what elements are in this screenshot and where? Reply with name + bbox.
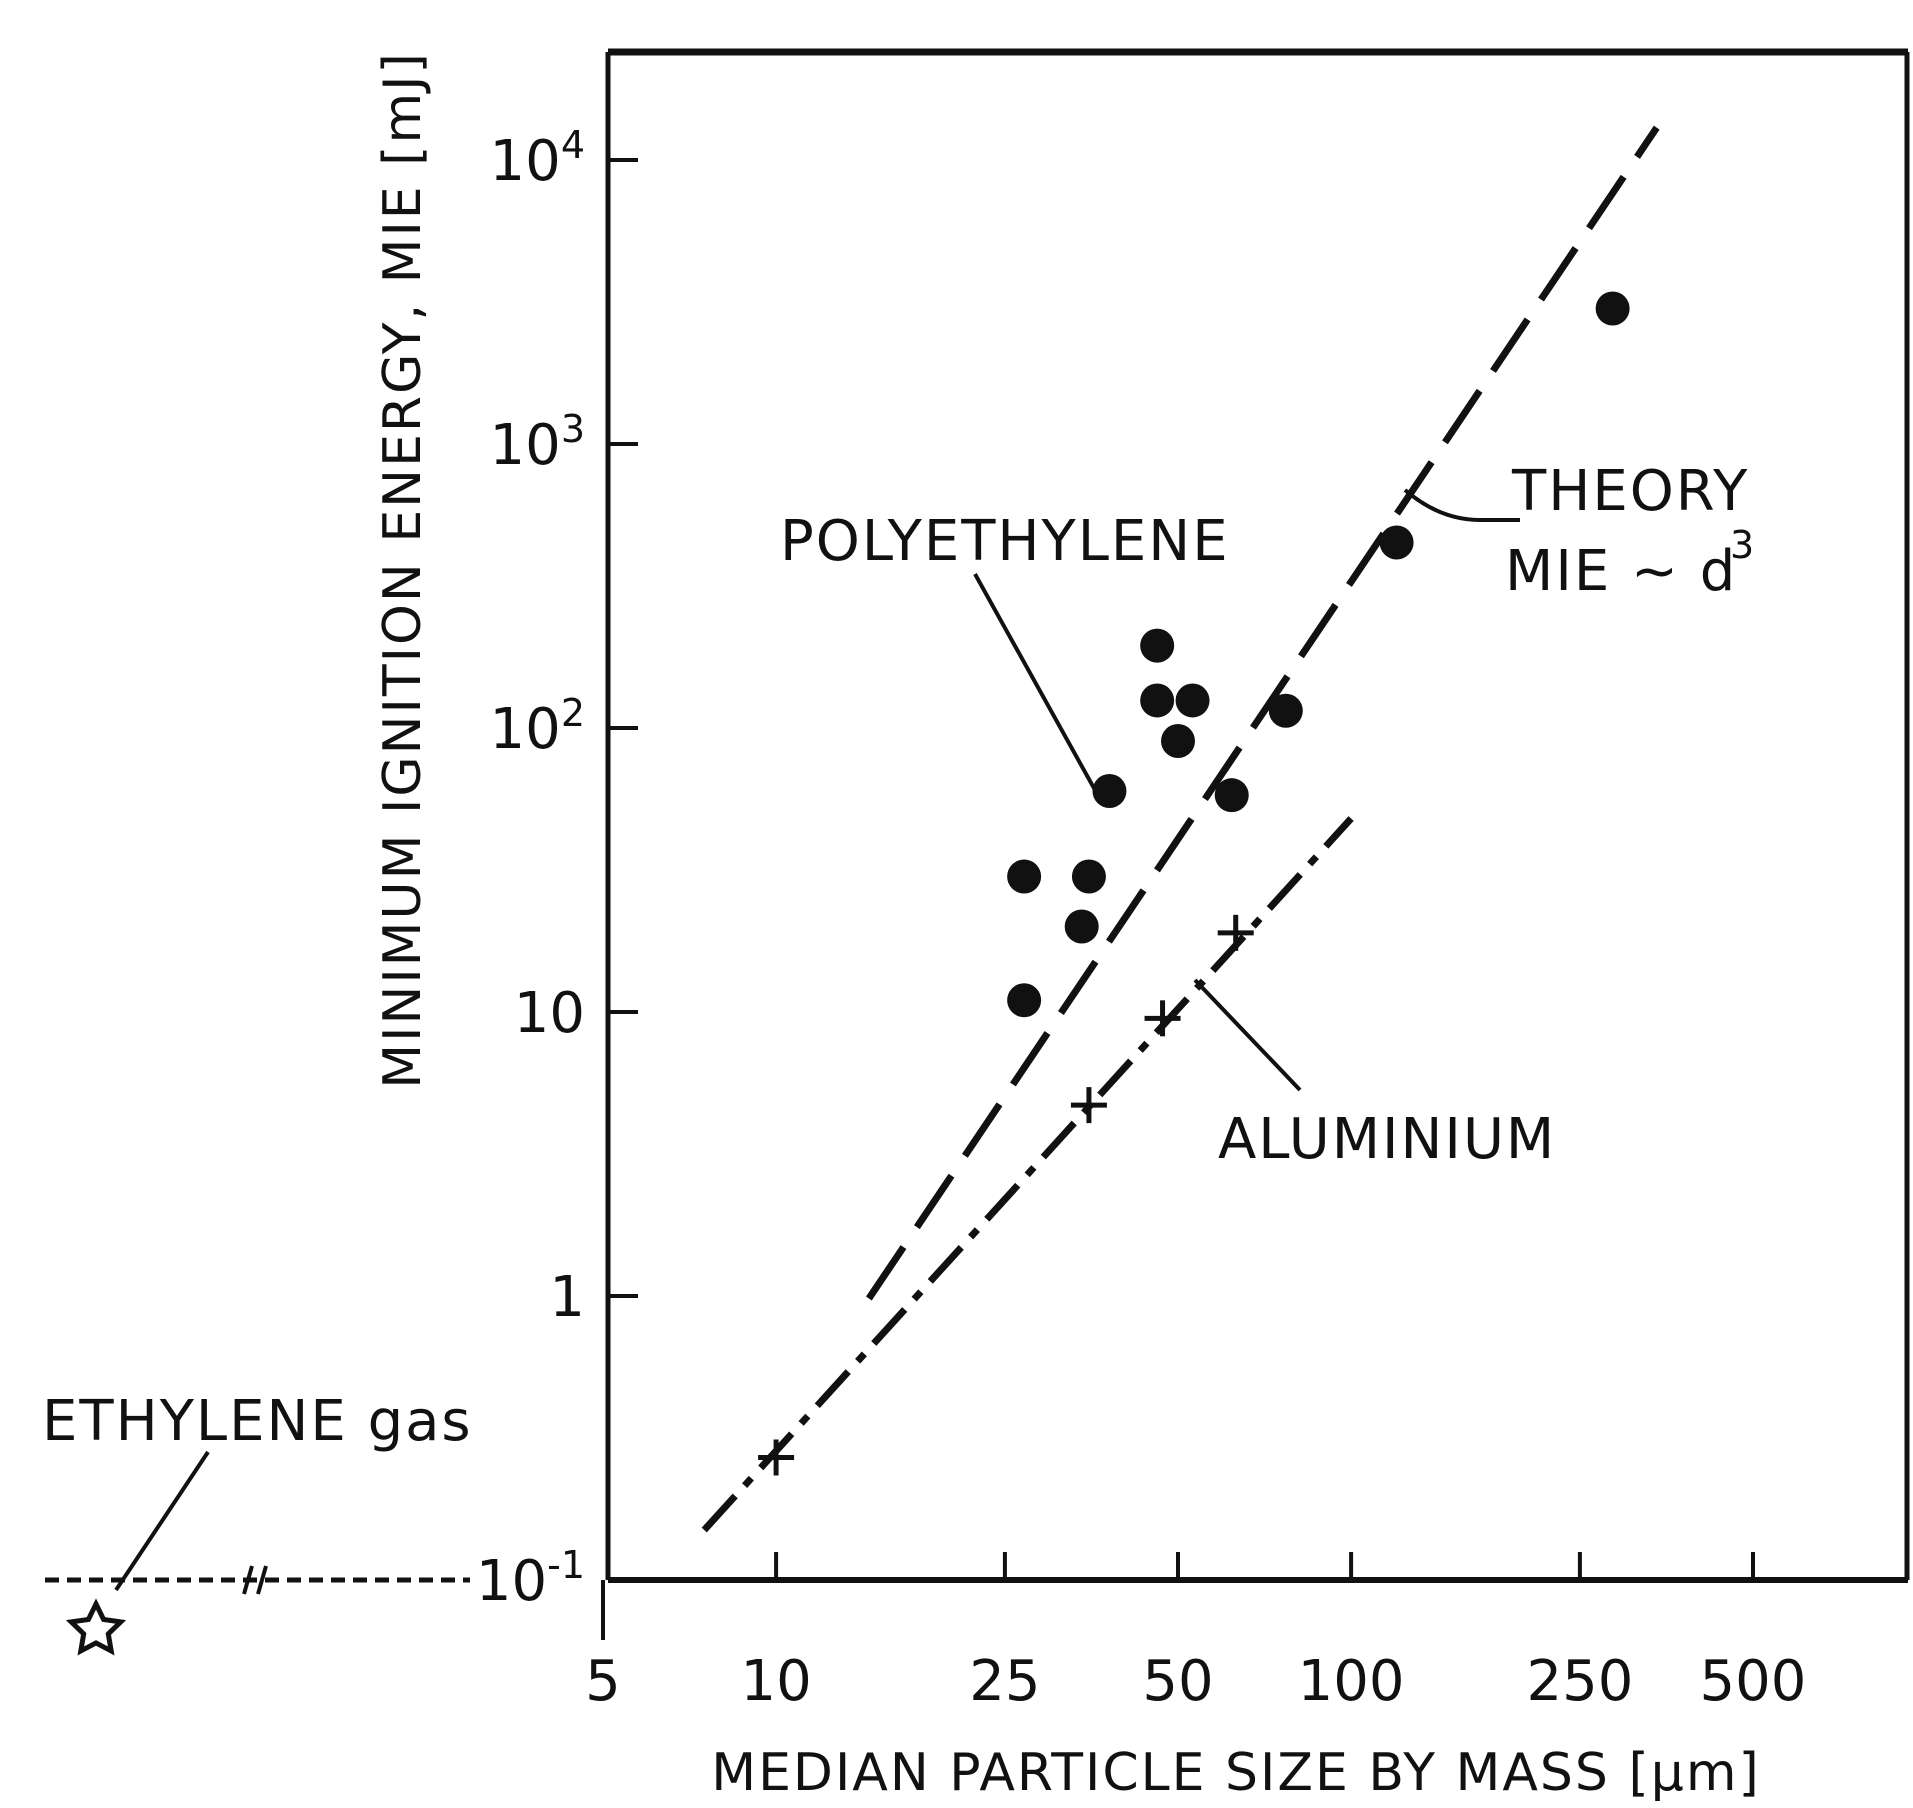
axis-break-mark-2 [256, 1565, 268, 1595]
polyethylene-point-8 [1175, 683, 1210, 718]
polyethylene-label: POLYETHYLENE [780, 509, 1230, 574]
axis-ticks: 5 10 25 50 100 250 500 10-1 1 10 102 103 104 [476, 123, 1807, 1714]
trend-line-aluminium [701, 816, 1354, 1533]
y-tick-label-4: 103 [490, 407, 585, 478]
x-tick-label-25: 25 [969, 1649, 1040, 1714]
y-tick-label-5: 104 [490, 123, 585, 194]
aluminium-point-3 [1217, 914, 1254, 951]
theory-formula-label: MIE ~ d [1505, 539, 1737, 604]
ethylene-star-marker [65, 1598, 127, 1656]
polyethylene-point-9 [1214, 778, 1249, 813]
theory-leader-line [1403, 488, 1520, 522]
x-tick-label-5: 5 [585, 1649, 621, 1714]
polyethylene-point-11 [1379, 525, 1414, 560]
aluminium-leader-line [1193, 978, 1302, 1092]
polyethylene-point-0 [1007, 983, 1042, 1018]
y-axis-title: MINIMUM IGNITION ENERGY, MIE [mJ] [373, 51, 433, 1089]
y-tick-label-1: 1 [549, 1265, 585, 1330]
polyethylene-point-2 [1064, 909, 1099, 944]
ethylene-label: ETHYLENE gas [42, 1389, 473, 1454]
x-tick-label-500: 500 [1700, 1649, 1807, 1714]
theory-formula-exponent: 3 [1730, 523, 1756, 567]
ethylene-leader-line [114, 1450, 210, 1592]
polyethylene-point-12 [1595, 291, 1630, 326]
x-tick-label-100: 100 [1298, 1649, 1405, 1714]
aluminium-point-0 [758, 1439, 795, 1476]
polyethylene-point-10 [1268, 693, 1303, 728]
polyethylene-point-1 [1007, 859, 1042, 894]
x-tick-label-50: 50 [1142, 1649, 1213, 1714]
y-tick-label-0: 10-1 [476, 1543, 585, 1614]
polyethylene-point-6 [1140, 683, 1175, 718]
trend-line-theory [865, 125, 1660, 1301]
y-tick-label-3: 102 [490, 691, 585, 762]
data-points [758, 291, 1630, 1476]
aluminium-point-2 [1144, 1000, 1181, 1037]
x-tick-label-250: 250 [1526, 1649, 1633, 1714]
x-tick-label-10: 10 [740, 1649, 811, 1714]
theory-label: THEORY [1511, 459, 1749, 524]
trend-lines [701, 125, 1660, 1533]
polyethylene-point-5 [1140, 628, 1175, 663]
polyethylene-point-4 [1092, 774, 1127, 809]
aluminium-label: ALUMINIUM [1218, 1107, 1556, 1172]
polyethylene-leader-line [973, 573, 1097, 791]
polyethylene-point-3 [1071, 859, 1106, 894]
axis-break-mark-1 [242, 1565, 254, 1595]
polyethylene-point-7 [1161, 723, 1195, 758]
x-axis-title: MEDIAN PARTICLE SIZE BY MASS [µm] [711, 1743, 1761, 1803]
y-tick-label-2: 10 [514, 981, 585, 1046]
aluminium-point-1 [1070, 1087, 1107, 1124]
